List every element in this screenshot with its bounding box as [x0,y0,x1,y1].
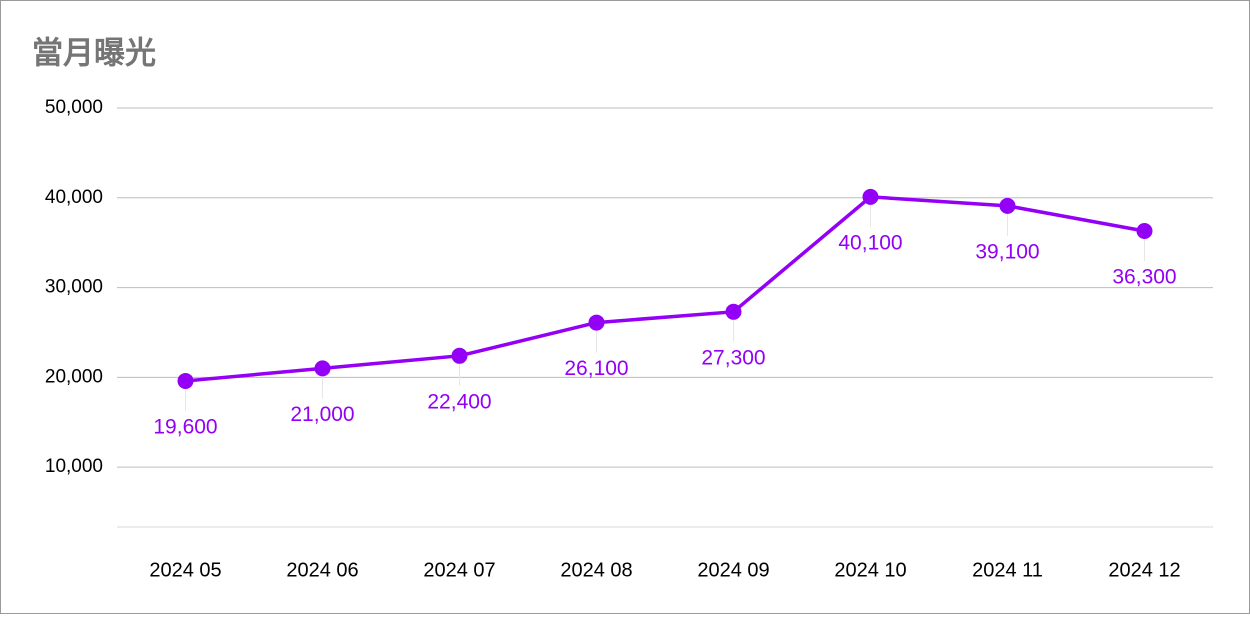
x-tick-label: 2024 07 [423,559,495,581]
x-tick-label: 2024 12 [1108,559,1180,581]
x-tick-label: 2024 10 [834,559,906,581]
data-label: 40,100 [838,231,902,254]
point [588,314,605,331]
x-tick-label: 2024 06 [286,559,358,581]
x-tick-label: 2024 05 [149,559,221,581]
data-label: 19,600 [153,415,217,438]
point [177,372,194,389]
x-tick-label: 2024 08 [560,559,632,581]
chart-title: 當月曝光 [32,36,156,72]
series-line [185,195,1145,383]
data-label: 39,100 [975,240,1039,263]
point [1136,223,1153,240]
point [314,360,331,377]
point [725,303,742,320]
y-tick-label: 10,000 [45,456,103,477]
point [451,347,468,364]
data-label: 22,400 [427,390,491,413]
x-tick-label: 2024 09 [697,559,769,581]
data-label: 26,100 [564,357,628,380]
y-tick-label: 20,000 [45,366,103,387]
data-label: 27,300 [701,346,765,369]
data-label: 21,000 [290,403,354,426]
y-tick-label: 50,000 [45,97,103,118]
point [999,197,1016,214]
y-tick-label: 30,000 [45,277,103,298]
data-label: 36,300 [1112,266,1176,289]
point [862,188,879,205]
y-tick-label: 40,000 [45,187,103,208]
x-tick-label: 2024 11 [972,559,1043,581]
